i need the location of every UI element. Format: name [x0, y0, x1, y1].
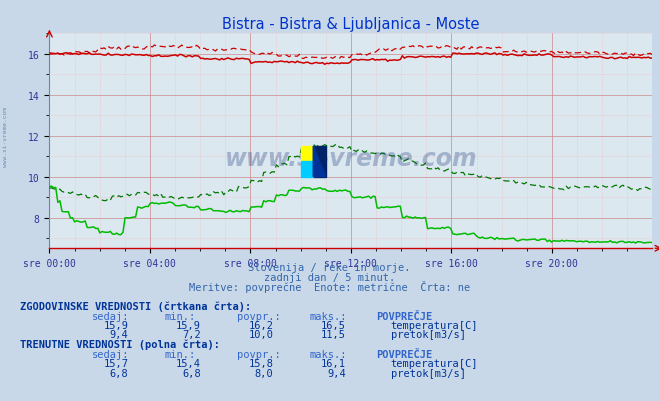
Text: 15,9: 15,9 [176, 320, 201, 330]
Text: maks.:: maks.: [310, 349, 347, 359]
Text: www.si-vreme.com: www.si-vreme.com [3, 106, 9, 166]
Text: zadnji dan / 5 minut.: zadnji dan / 5 minut. [264, 273, 395, 283]
Text: povpr.:: povpr.: [237, 349, 281, 359]
Text: min.:: min.: [165, 349, 196, 359]
Text: sedaj:: sedaj: [92, 311, 130, 321]
Polygon shape [313, 146, 326, 177]
Bar [301, 162, 313, 177]
Text: temperatura[C]: temperatura[C] [391, 320, 478, 330]
Text: 10,0: 10,0 [248, 330, 273, 340]
Text: sedaj:: sedaj: [92, 349, 130, 359]
Text: Meritve: povprečne  Enote: metrične  Črta: ne: Meritve: povprečne Enote: metrične Črta:… [189, 281, 470, 293]
Text: pretok[m3/s]: pretok[m3/s] [391, 330, 466, 340]
Text: 8,0: 8,0 [255, 368, 273, 378]
Text: ZGODOVINSKE VREDNOSTI (črtkana črta):: ZGODOVINSKE VREDNOSTI (črtkana črta): [20, 300, 251, 311]
Text: 15,7: 15,7 [103, 358, 129, 368]
Text: 11,5: 11,5 [321, 330, 346, 340]
Text: TRENUTNE VREDNOSTI (polna črta):: TRENUTNE VREDNOSTI (polna črta): [20, 339, 219, 349]
Text: min.:: min.: [165, 311, 196, 321]
Text: 6,8: 6,8 [183, 368, 201, 378]
Text: Slovenija / reke in morje.: Slovenija / reke in morje. [248, 263, 411, 273]
Text: www.si-vreme.com: www.si-vreme.com [225, 146, 477, 170]
Text: pretok[m3/s]: pretok[m3/s] [391, 368, 466, 378]
Text: 15,4: 15,4 [176, 358, 201, 368]
Text: 9,4: 9,4 [110, 330, 129, 340]
Title: Bistra - Bistra & Ljubljanica - Moste: Bistra - Bistra & Ljubljanica - Moste [222, 16, 480, 32]
Text: temperatura[C]: temperatura[C] [391, 358, 478, 368]
Bar [301, 146, 313, 162]
Text: 15,9: 15,9 [103, 320, 129, 330]
Text: POVPREČJE: POVPREČJE [376, 349, 432, 359]
Text: 16,5: 16,5 [321, 320, 346, 330]
Text: POVPREČJE: POVPREČJE [376, 311, 432, 321]
Text: 7,2: 7,2 [183, 330, 201, 340]
Text: maks.:: maks.: [310, 311, 347, 321]
Polygon shape [313, 146, 326, 177]
Text: 15,8: 15,8 [248, 358, 273, 368]
Text: 6,8: 6,8 [110, 368, 129, 378]
Text: 16,1: 16,1 [321, 358, 346, 368]
Text: 16,2: 16,2 [248, 320, 273, 330]
Text: povpr.:: povpr.: [237, 311, 281, 321]
Text: 9,4: 9,4 [328, 368, 346, 378]
